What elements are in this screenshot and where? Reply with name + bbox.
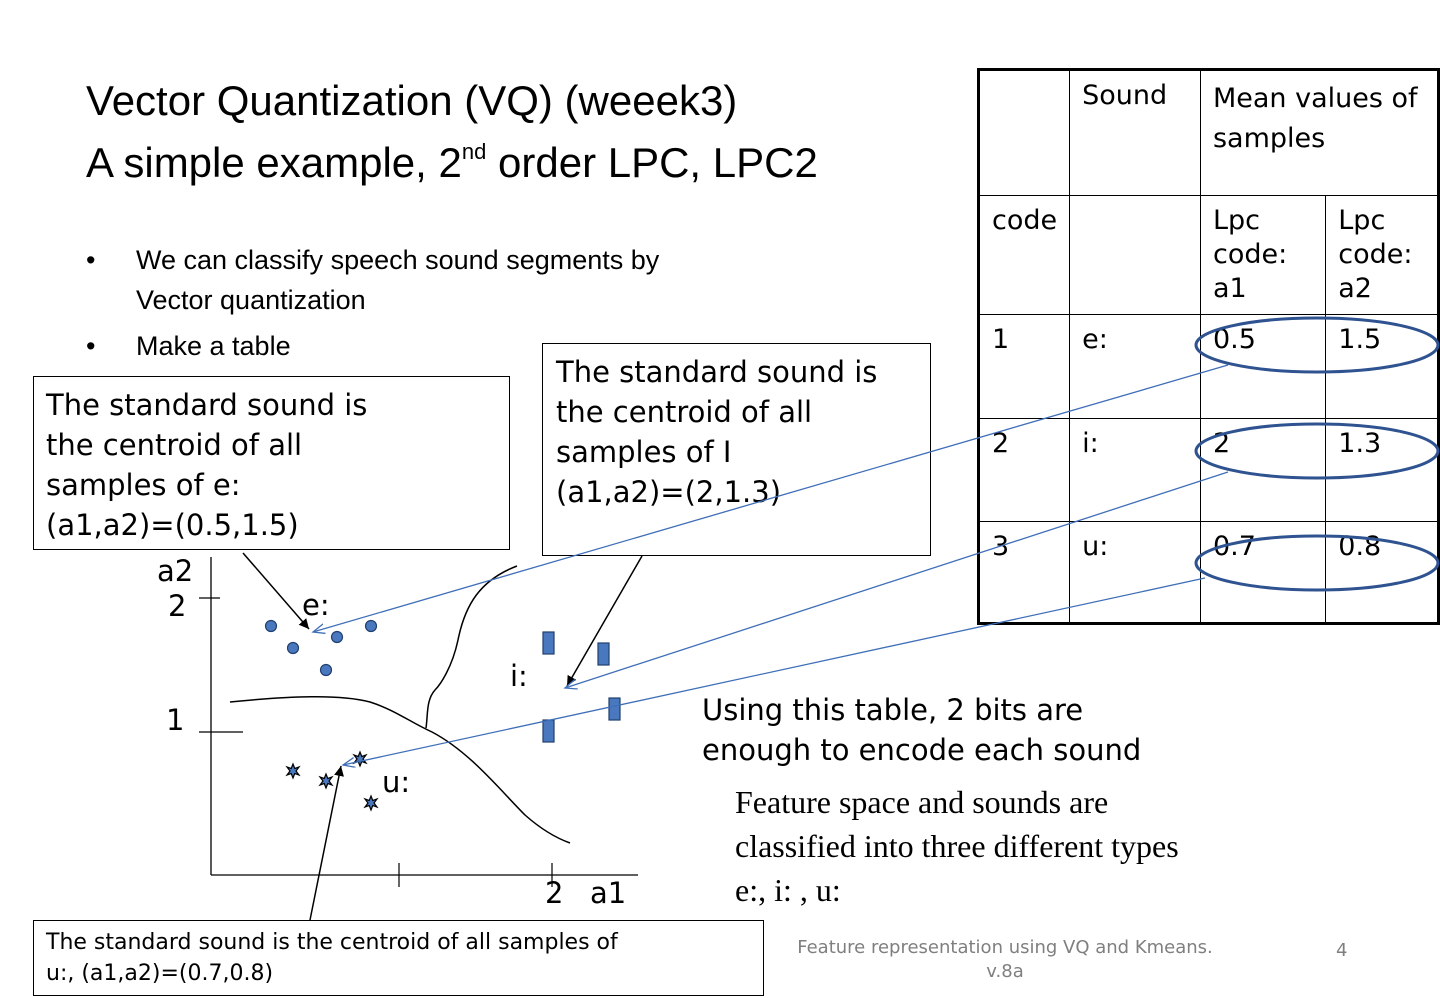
- x-tick-label-2: 2: [545, 876, 563, 910]
- label-u: u:: [382, 765, 410, 799]
- e-samples: [264, 619, 378, 677]
- table-header-cell: [1069, 195, 1201, 315]
- slide-title: Vector Quantization (VQ) (weeek3) A simp…: [86, 70, 946, 194]
- boundary-e-u: [229, 696, 571, 844]
- arrow-u-callout: [309, 765, 344, 921]
- connector-u: [343, 577, 1206, 765]
- page-number: 4: [1336, 940, 1348, 961]
- highlight-i-values: [1194, 422, 1440, 480]
- table-cell: i:: [1069, 418, 1201, 522]
- label-i: i:: [510, 659, 528, 693]
- table-header-cell: Sound: [1069, 69, 1201, 196]
- table-header-cell: Mean values of samples: [1199, 69, 1440, 196]
- bullet-list: • We can classify speech sound segments b…: [86, 240, 706, 372]
- arrow-i-callout: [566, 555, 643, 687]
- arrow-e-callout: [242, 552, 310, 630]
- u-sample-marker: [363, 794, 379, 812]
- connector-e: [313, 364, 1229, 632]
- table-header-cell: [977, 69, 1071, 196]
- e-sample-marker: [319, 663, 333, 677]
- bullet-item: • We can classify speech sound segments b…: [86, 245, 660, 315]
- highlight-u-values: [1194, 534, 1440, 592]
- u-sample-marker: [352, 750, 368, 768]
- e-sample-marker: [286, 641, 300, 655]
- title-line-2: A simple example, 2nd order LPC, LPC2: [86, 139, 818, 186]
- callout-u-centroid: The standard sound is the centroid of al…: [33, 920, 764, 996]
- table-cell: 1: [977, 314, 1071, 419]
- i-sample-marker: [597, 642, 610, 666]
- bullet-text: Make a table: [136, 331, 291, 361]
- x-axis-label: a1: [590, 876, 626, 910]
- title-line-1: Vector Quantization (VQ) (weeek3): [86, 77, 738, 124]
- bullet-item: • Make a table: [86, 331, 291, 361]
- table-header-cell: code: [977, 195, 1071, 315]
- connector-i: [565, 471, 1229, 688]
- i-sample-marker: [542, 631, 555, 655]
- feature-space-note: Feature space and sounds are classified …: [735, 784, 1179, 908]
- table-row: 1 e: 0.5 1.5: [977, 314, 1439, 419]
- table-header-cell: Lpc code: a1: [1199, 195, 1327, 315]
- boundary-e-i: [425, 565, 518, 729]
- encoding-note: Using this table, 2 bits are enough to e…: [702, 693, 1142, 767]
- y-axis-label: a2: [157, 554, 193, 588]
- table-cell: u:: [1069, 521, 1201, 624]
- i-sample-marker: [542, 719, 555, 743]
- e-sample-marker: [264, 619, 278, 633]
- bullet-text: We can classify speech sound segments by…: [136, 245, 660, 315]
- i-sample-marker: [608, 697, 621, 721]
- y-tick-label-2: 2: [168, 589, 186, 623]
- table-header-cell: Lpc code: a2: [1325, 195, 1439, 315]
- u-samples: [285, 750, 379, 812]
- table-cell: 2: [977, 418, 1071, 522]
- i-samples: [542, 631, 621, 743]
- highlight-e-values: [1194, 316, 1440, 374]
- e-sample-marker: [364, 619, 378, 633]
- e-sample-marker: [330, 630, 344, 644]
- callout-i-centroid: The standard sound is the centroid of al…: [542, 343, 931, 556]
- u-sample-marker: [318, 772, 334, 790]
- table-cell: e:: [1069, 314, 1201, 419]
- slide-footer: Feature representation using VQ and Kmea…: [797, 937, 1213, 982]
- u-sample-marker: [285, 762, 301, 780]
- label-e: e:: [302, 588, 330, 622]
- callout-e-centroid: The standard sound is the centroid of al…: [33, 376, 510, 550]
- y-tick-label-1: 1: [166, 703, 184, 737]
